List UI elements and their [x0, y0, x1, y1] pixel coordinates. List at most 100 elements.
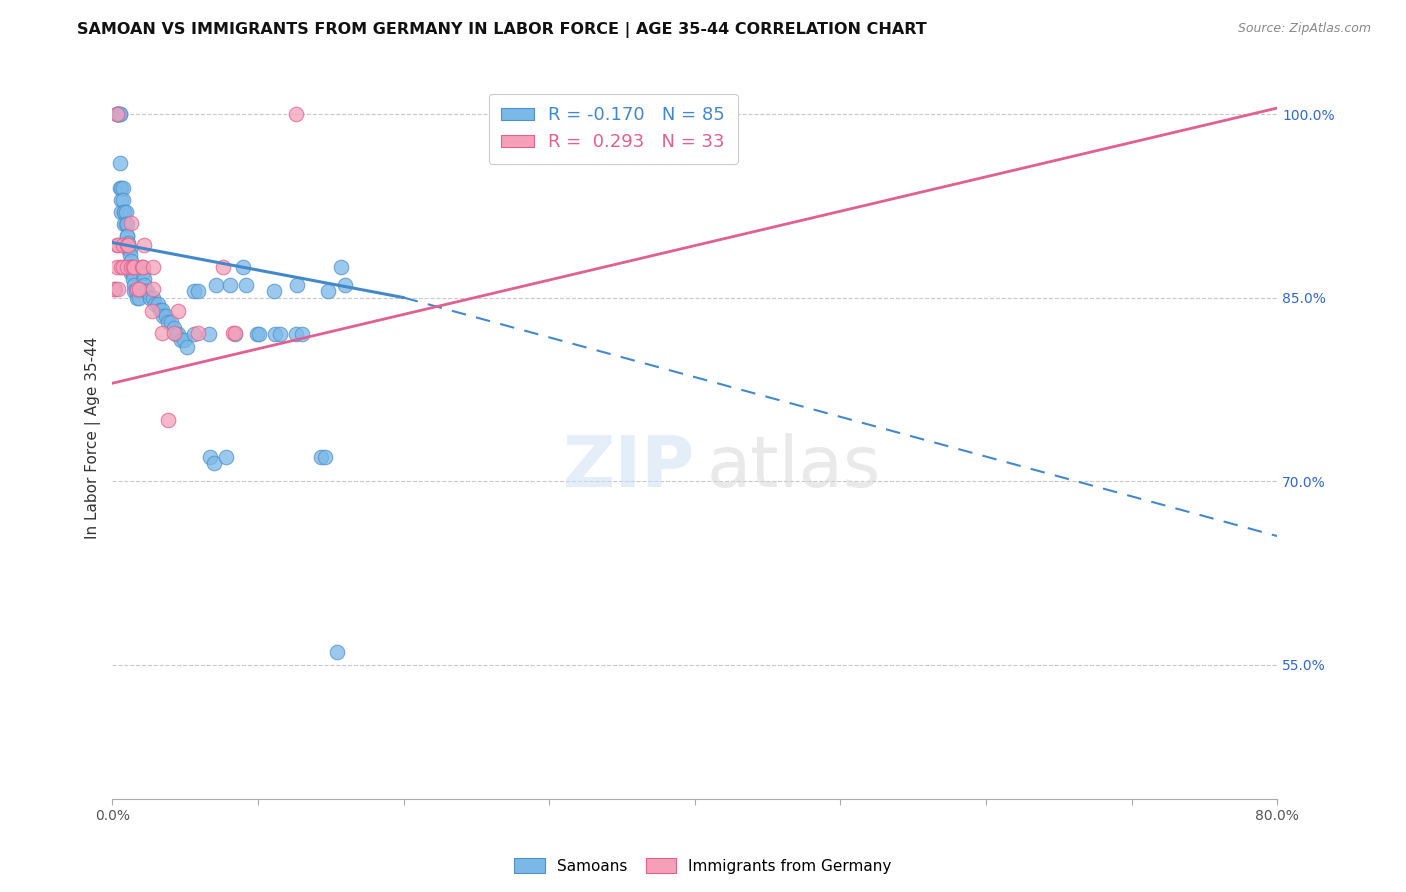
Point: [122, 285, 145, 299]
Point: [202, 456, 225, 470]
Point: [110, 180, 132, 194]
Point: [146, 296, 169, 310]
Point: [108, 156, 131, 170]
Point: [131, 260, 153, 274]
Point: [309, 450, 332, 464]
Point: [108, 180, 131, 194]
Point: [110, 260, 132, 274]
Point: [117, 235, 139, 250]
Point: [224, 327, 246, 342]
Point: [121, 272, 143, 286]
Point: [132, 266, 155, 280]
Point: [141, 304, 163, 318]
Y-axis label: In Labor Force | Age 35-44: In Labor Force | Age 35-44: [86, 337, 101, 540]
Point: [128, 282, 150, 296]
Point: [135, 285, 157, 299]
Point: [245, 327, 267, 342]
Point: [112, 205, 135, 219]
Point: [284, 327, 307, 342]
Point: [204, 278, 226, 293]
Point: [117, 238, 139, 252]
Point: [114, 217, 136, 231]
Point: [249, 327, 271, 342]
Point: [115, 229, 138, 244]
Point: [232, 260, 254, 274]
Point: [105, 107, 128, 121]
Point: [187, 326, 209, 340]
Point: [149, 302, 172, 317]
Point: [162, 321, 184, 335]
Point: [284, 107, 307, 121]
Point: [198, 450, 221, 464]
Point: [235, 278, 257, 293]
Point: [159, 315, 181, 329]
Point: [110, 193, 132, 207]
Point: [122, 260, 145, 274]
Point: [197, 327, 219, 342]
Point: [108, 107, 131, 121]
Point: [110, 205, 132, 219]
Point: [105, 107, 128, 121]
Point: [105, 107, 128, 121]
Point: [120, 216, 142, 230]
Point: [107, 107, 129, 121]
Point: [142, 282, 165, 296]
Point: [219, 278, 242, 293]
Point: [316, 285, 339, 299]
Point: [285, 278, 308, 293]
Point: [314, 450, 336, 464]
Point: [263, 285, 285, 299]
Point: [117, 242, 139, 256]
Point: [122, 278, 145, 293]
Point: [155, 309, 177, 323]
Point: [107, 282, 129, 296]
Point: [330, 260, 353, 274]
Point: [170, 334, 193, 348]
Point: [150, 326, 173, 340]
Point: [156, 315, 179, 329]
Point: [335, 278, 357, 293]
Point: [104, 282, 127, 296]
Point: [127, 282, 149, 296]
Text: atlas: atlas: [706, 433, 882, 501]
Point: [131, 260, 153, 274]
Point: [136, 285, 159, 299]
Point: [167, 304, 190, 318]
Legend: R = -0.170   N = 85, R =  0.293   N = 33: R = -0.170 N = 85, R = 0.293 N = 33: [489, 94, 738, 164]
Point: [224, 326, 246, 340]
Point: [118, 242, 141, 256]
Point: [127, 291, 149, 305]
Point: [142, 291, 165, 305]
Point: [150, 302, 173, 317]
Point: [166, 327, 188, 342]
Point: [115, 217, 138, 231]
Point: [152, 309, 174, 323]
Point: [120, 260, 142, 274]
Text: ZIP: ZIP: [562, 433, 695, 501]
Point: [125, 285, 148, 299]
Point: [111, 238, 134, 252]
Point: [103, 282, 125, 296]
Point: [111, 180, 134, 194]
Point: [107, 238, 129, 252]
Point: [108, 107, 131, 121]
Point: [120, 266, 142, 280]
Point: [162, 326, 184, 340]
Point: [111, 260, 134, 274]
Point: [134, 238, 156, 252]
Point: [187, 285, 209, 299]
Point: [183, 327, 205, 342]
Point: [107, 107, 129, 121]
Legend: Samoans, Immigrants from Germany: Samoans, Immigrants from Germany: [508, 852, 898, 880]
Point: [212, 260, 235, 274]
Point: [111, 193, 134, 207]
Point: [121, 266, 143, 280]
Point: [134, 272, 156, 286]
Point: [176, 339, 198, 353]
Point: [269, 327, 291, 342]
Text: SAMOAN VS IMMIGRANTS FROM GERMANY IN LABOR FORCE | AGE 35-44 CORRELATION CHART: SAMOAN VS IMMIGRANTS FROM GERMANY IN LAB…: [77, 22, 927, 38]
Point: [121, 260, 143, 274]
Point: [128, 291, 150, 305]
Point: [114, 205, 136, 219]
Text: Source: ZipAtlas.com: Source: ZipAtlas.com: [1237, 22, 1371, 36]
